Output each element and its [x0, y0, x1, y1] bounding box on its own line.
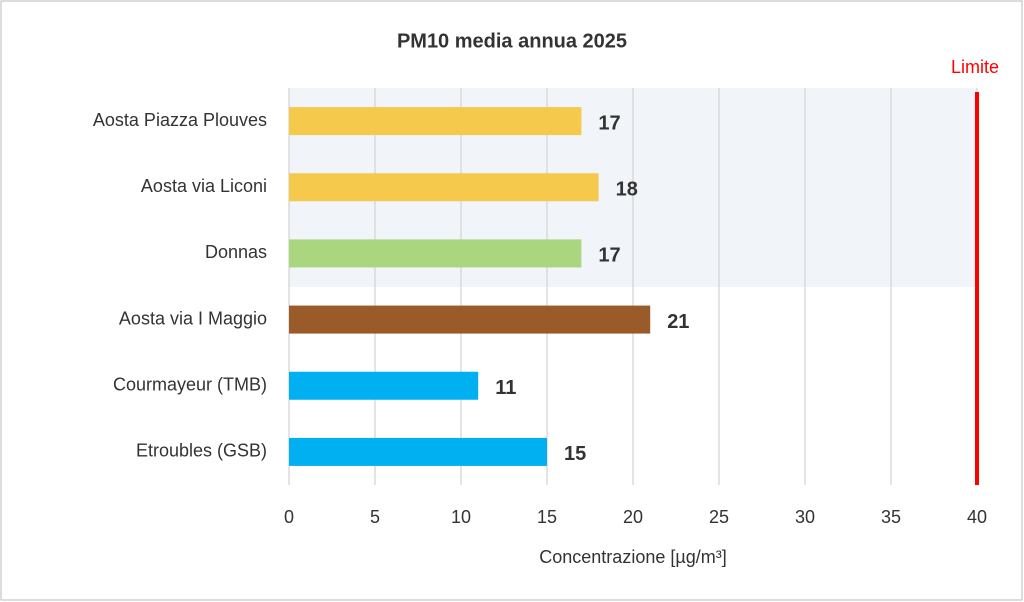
limit-label: Limite — [951, 57, 999, 77]
bar — [289, 173, 599, 202]
bar — [289, 107, 582, 136]
x-tick-label: 5 — [370, 507, 380, 527]
x-tick-label: 40 — [967, 507, 987, 527]
x-tick-label: 20 — [623, 507, 643, 527]
y-tick-label: Etroubles (GSB) — [136, 441, 267, 461]
bar — [289, 371, 479, 400]
bar — [289, 305, 651, 334]
value-label: 21 — [667, 311, 689, 333]
bar — [289, 437, 547, 466]
y-tick-label: Donnas — [205, 242, 267, 262]
y-tick-label: Courmayeur (TMB) — [113, 375, 267, 395]
x-tick-label: 0 — [284, 507, 294, 527]
chart-title: PM10 media annua 2025 — [397, 30, 627, 52]
x-tick-label: 15 — [537, 507, 557, 527]
value-label: 18 — [616, 179, 638, 201]
x-tick-label: 30 — [795, 507, 815, 527]
bar — [289, 239, 582, 268]
x-axis-label: Concentrazione [µg/m³] — [539, 547, 726, 567]
y-tick-label: Aosta via Liconi — [141, 176, 267, 196]
value-label: 15 — [564, 443, 586, 465]
value-label: 17 — [598, 245, 620, 267]
y-tick-label: Aosta Piazza Plouves — [93, 110, 267, 130]
x-tick-label: 10 — [451, 507, 471, 527]
y-tick-label: Aosta via I Maggio — [119, 308, 267, 328]
value-label: 17 — [598, 112, 620, 134]
x-tick-label: 35 — [881, 507, 901, 527]
x-tick-label: 25 — [709, 507, 729, 527]
value-label: 11 — [495, 377, 516, 399]
